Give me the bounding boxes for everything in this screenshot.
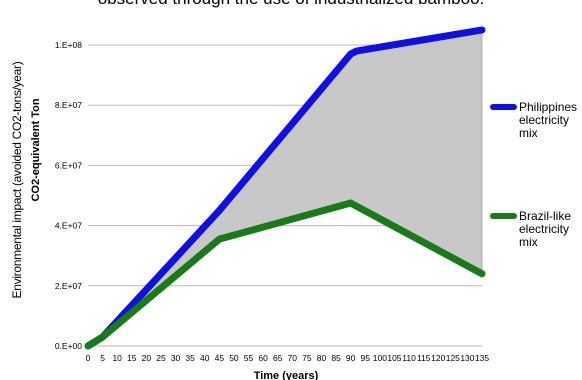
x-tick-label: 105: [387, 353, 401, 363]
x-tick-label: 135: [475, 353, 489, 363]
y-tick-label: 6.E+07: [55, 160, 82, 170]
legend-label-brazil: Brazil-like electricity mix: [519, 209, 572, 249]
x-tick-label: 75: [302, 353, 312, 363]
x-tick-label: 0: [86, 353, 91, 363]
legend-swatch-philippines: [490, 104, 517, 110]
x-tick-label: 20: [142, 353, 152, 363]
x-tick-label: 130: [460, 353, 474, 363]
x-tick-label: 60: [258, 353, 268, 363]
y-tick-label: 2.E+07: [55, 281, 82, 291]
x-tick-labels: 0 5 10 15 20 25 30 35 40 45 50 55 60 65 70 75 80 85 90 95 10…: [86, 353, 490, 363]
x-tick-label: 5: [100, 353, 105, 363]
x-axis-label: Time (years): [254, 370, 319, 380]
y-tick-label: 0.E+00: [55, 341, 82, 351]
x-tick-label: 30: [171, 353, 181, 363]
x-tick-label: 65: [273, 353, 283, 363]
x-tick-label: 55: [244, 353, 254, 363]
x-tick-label: 70: [288, 353, 298, 363]
x-tick-label: 15: [127, 353, 137, 363]
series-lines: [84, 26, 486, 350]
x-tick-label: 125: [446, 353, 460, 363]
x-tick-label: 25: [156, 353, 166, 363]
y-tick-label: 4.E+07: [55, 221, 82, 231]
x-tick-label: 10: [112, 353, 122, 363]
x-tick-label: 50: [229, 353, 239, 363]
x-tick-label: 120: [431, 353, 445, 363]
y-tick-label: 1.E+08: [55, 40, 82, 50]
x-tick-label: 95: [361, 353, 371, 363]
x-tick-label: 90: [346, 353, 356, 363]
x-tick-label: 115: [417, 353, 431, 363]
legend-label-philippines: Philippines electricity mix: [519, 100, 578, 140]
series-line-1: [84, 199, 486, 350]
x-tick-label: 100: [373, 353, 387, 363]
legend-swatch-brazil: [490, 213, 517, 219]
y-tick-label: 8.E+07: [55, 100, 82, 110]
figure-caption: observed through the use of industrializ…: [4, 0, 578, 9]
x-tick-label: 35: [185, 353, 195, 363]
x-tick-label: 40: [200, 353, 210, 363]
y-tick-labels: 0.E+00 2.E+07 4.E+07 6.E+07 8.E+07 1.E+08: [55, 40, 82, 351]
x-tick-label: 85: [331, 353, 341, 363]
x-tick-label: 110: [402, 353, 416, 363]
x-tick-label: 45: [215, 353, 225, 363]
x-tick-label: 80: [317, 353, 327, 363]
